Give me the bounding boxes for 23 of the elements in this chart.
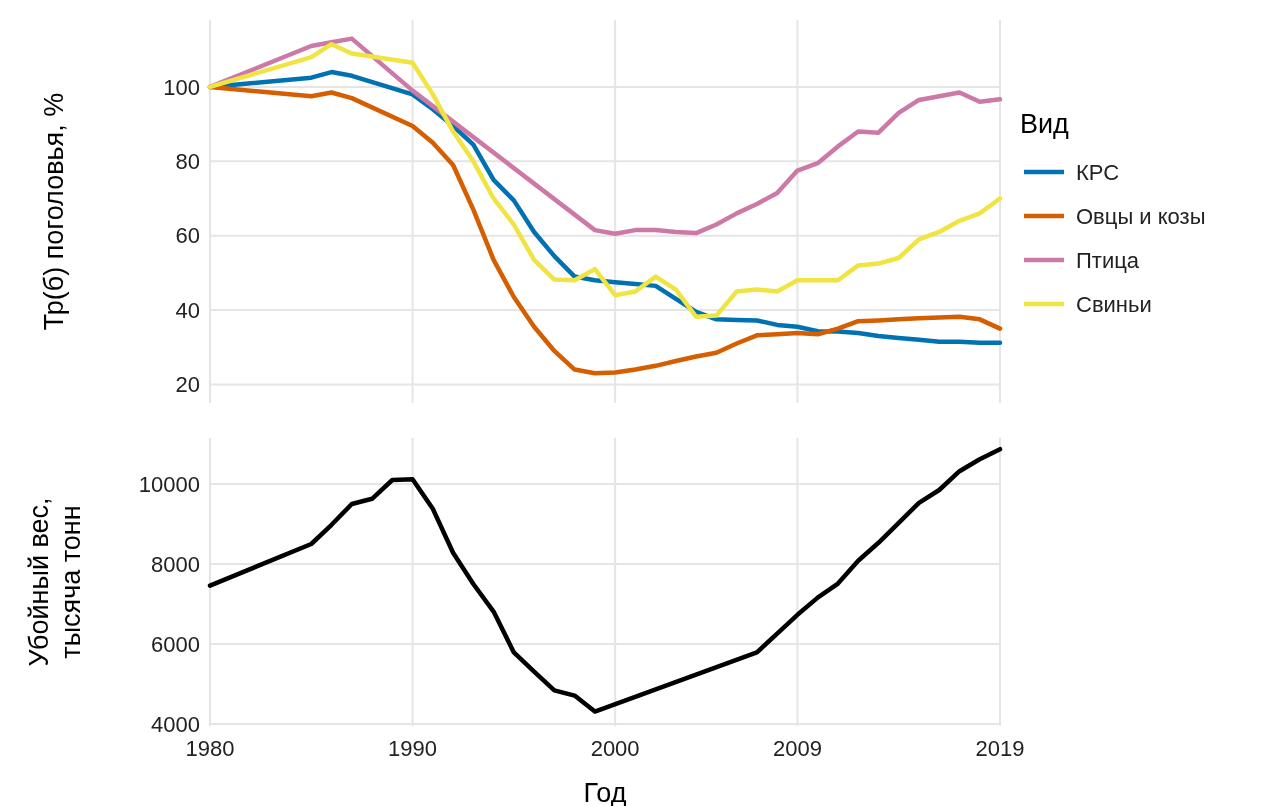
y-tick-label: 80	[175, 149, 200, 174]
legend-title: Вид	[1020, 109, 1070, 139]
x-tick-label: 1980	[185, 736, 235, 761]
line-series	[207, 41, 1003, 319]
x-tick-label: 2009	[772, 736, 822, 761]
line-series	[207, 446, 1003, 714]
legend-label: КРС	[1076, 159, 1120, 185]
y-tick-label: 20	[175, 372, 200, 398]
y-axis-title: Убойный вес, тысяча тонн	[24, 497, 86, 667]
y-tick-label: 8000	[151, 551, 200, 577]
y-tick-label: 10000	[138, 471, 200, 497]
x-tick-label: 1990	[388, 736, 438, 761]
y-tick-label: 4000	[151, 711, 200, 737]
y-tick-label: 100	[163, 74, 200, 100]
x-tick-label: 2000	[590, 736, 640, 761]
x-tick-label: 2019	[975, 736, 1025, 761]
legend-label: Свиньи	[1076, 291, 1152, 317]
y-tick-label: 6000	[151, 631, 200, 657]
y-tick-label: 60	[175, 223, 200, 249]
y-tick-label: 40	[175, 297, 200, 323]
legend-label: Овцы и козы	[1076, 203, 1206, 229]
legend-label: Птица	[1076, 247, 1140, 273]
y-axis-title: Тр(б) поголовья, %	[39, 92, 69, 331]
